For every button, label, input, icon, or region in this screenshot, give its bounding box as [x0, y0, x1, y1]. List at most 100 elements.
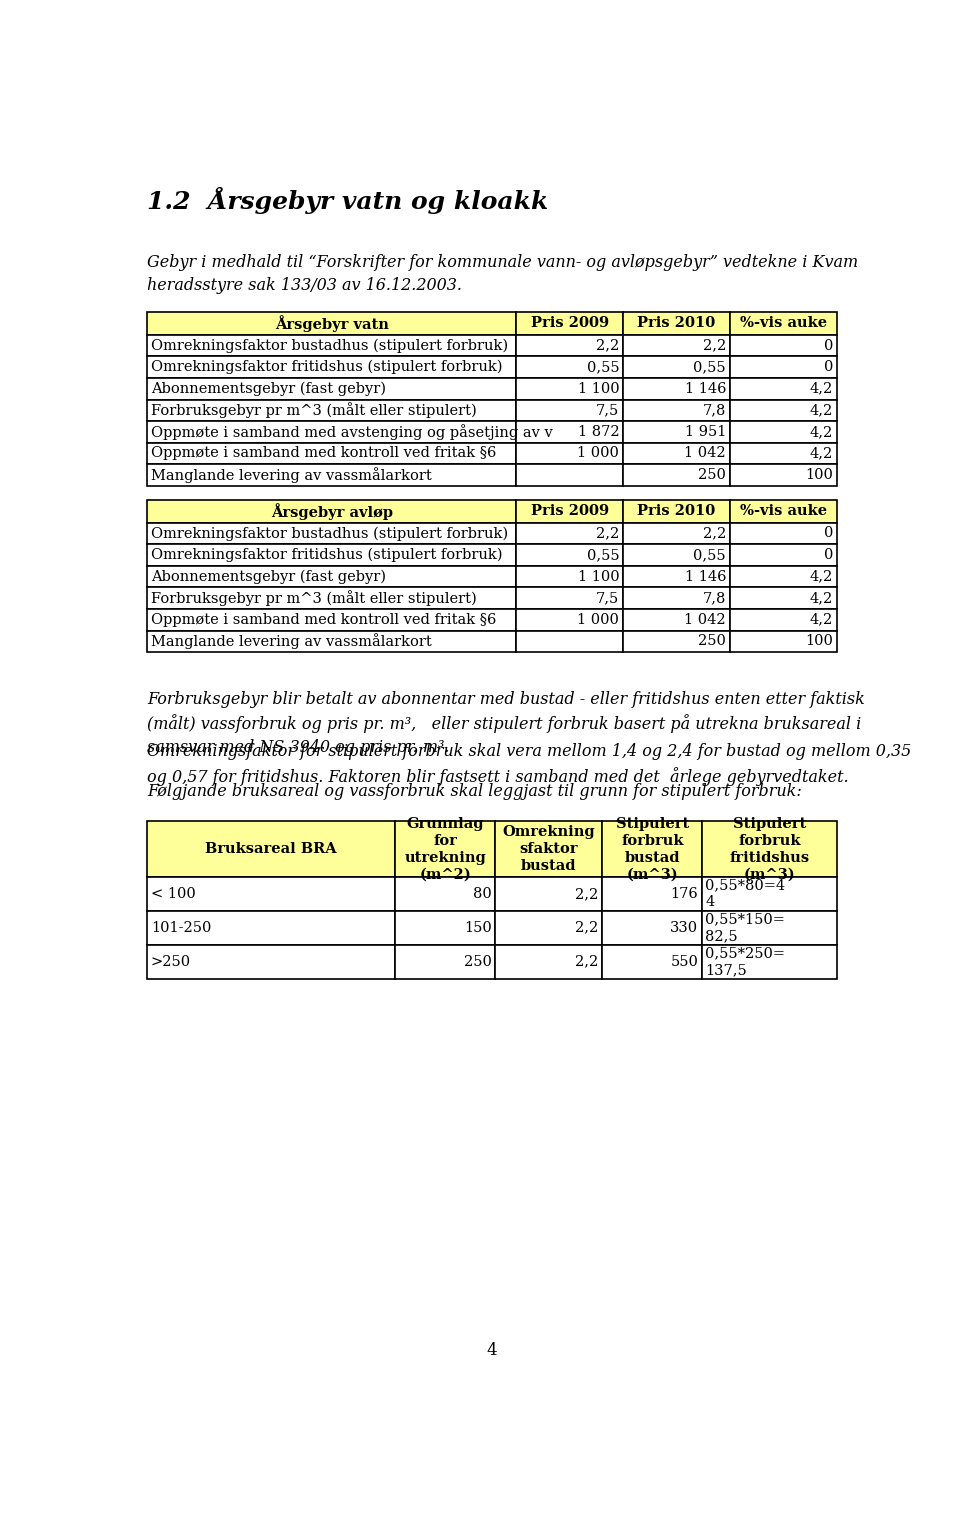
- Text: 4,2: 4,2: [809, 425, 833, 439]
- Text: Pris 2010: Pris 2010: [637, 317, 715, 331]
- Bar: [730, 443, 837, 465]
- Bar: [516, 500, 623, 523]
- Bar: [516, 443, 623, 465]
- Text: Omrekning
sfaktor
bustad: Omrekning sfaktor bustad: [503, 825, 595, 873]
- Bar: [495, 822, 602, 877]
- Text: Forbruksgebyr blir betalt av abonnentar med bustad - eller fritidshus enten ette: Forbruksgebyr blir betalt av abonnentar …: [147, 691, 865, 756]
- Bar: [516, 336, 623, 357]
- Text: Grunnlag
for
utrekning
(m^2): Grunnlag for utrekning (m^2): [404, 817, 487, 882]
- Text: 1 000: 1 000: [577, 446, 619, 460]
- Bar: [495, 877, 602, 911]
- Text: 0: 0: [824, 548, 833, 562]
- Text: 1 146: 1 146: [684, 382, 726, 396]
- Bar: [396, 822, 495, 877]
- Text: 4: 4: [487, 1342, 497, 1359]
- Text: 1 100: 1 100: [578, 382, 619, 396]
- Text: Oppmøte i samband med kontroll ved fritak §6: Oppmøte i samband med kontroll ved frita…: [151, 446, 496, 460]
- Bar: [516, 588, 623, 609]
- Text: Oppmøte i samband med kontroll ved fritak §6: Oppmøte i samband med kontroll ved frita…: [151, 613, 496, 626]
- Bar: [623, 588, 730, 609]
- Bar: [516, 631, 623, 653]
- Bar: [730, 422, 837, 443]
- Text: 7,8: 7,8: [703, 403, 726, 417]
- Text: 0,55*80=4
4: 0,55*80=4 4: [706, 879, 785, 910]
- Bar: [730, 588, 837, 609]
- Bar: [147, 312, 516, 336]
- Bar: [623, 312, 730, 336]
- Text: 4,2: 4,2: [809, 382, 833, 396]
- Text: %-vis auke: %-vis auke: [740, 505, 827, 519]
- Bar: [516, 357, 623, 379]
- Text: Forbruksgebyr pr m^3 (målt eller stipulert): Forbruksgebyr pr m^3 (målt eller stipule…: [151, 402, 477, 419]
- Bar: [147, 422, 516, 443]
- Bar: [516, 379, 623, 400]
- Text: Omrekningsfaktor fritidshus (stipulert forbruk): Omrekningsfaktor fritidshus (stipulert f…: [151, 548, 502, 562]
- Bar: [516, 465, 623, 486]
- Text: Følgjande bruksareal og vassforbruk skal leggjast til grunn for stipulert forbru: Følgjande bruksareal og vassforbruk skal…: [147, 783, 802, 800]
- Bar: [516, 545, 623, 566]
- Text: 4,2: 4,2: [809, 569, 833, 583]
- Bar: [623, 357, 730, 379]
- Bar: [730, 523, 837, 545]
- Text: Pris 2009: Pris 2009: [531, 317, 609, 331]
- Bar: [623, 500, 730, 523]
- Bar: [703, 911, 837, 945]
- Bar: [623, 422, 730, 443]
- Bar: [623, 379, 730, 400]
- Bar: [602, 945, 703, 979]
- Text: Omrekningsfaktor bustadhus (stipulert forbruk): Omrekningsfaktor bustadhus (stipulert fo…: [151, 339, 508, 352]
- Bar: [730, 400, 837, 422]
- Text: 1 042: 1 042: [684, 446, 726, 460]
- Bar: [602, 822, 703, 877]
- Text: 1 000: 1 000: [577, 613, 619, 626]
- Text: 1 100: 1 100: [578, 569, 619, 583]
- Text: 1 042: 1 042: [684, 613, 726, 626]
- Bar: [703, 877, 837, 911]
- Bar: [623, 443, 730, 465]
- Text: 0,55*250=
137,5: 0,55*250= 137,5: [706, 946, 785, 977]
- Bar: [730, 631, 837, 653]
- Bar: [516, 312, 623, 336]
- Bar: [147, 631, 516, 653]
- Text: Oppmøte i samband med avstenging og påsetjing av v: Oppmøte i samband med avstenging og påse…: [151, 423, 553, 440]
- Bar: [623, 336, 730, 357]
- Bar: [730, 312, 837, 336]
- Text: 176: 176: [671, 886, 699, 900]
- Text: 2,2: 2,2: [575, 886, 598, 900]
- Text: Årsgebyr vatn: Årsgebyr vatn: [275, 315, 389, 332]
- Text: < 100: < 100: [151, 886, 196, 900]
- Text: 2,2: 2,2: [575, 954, 598, 968]
- Bar: [602, 911, 703, 945]
- Bar: [623, 400, 730, 422]
- Text: 330: 330: [670, 920, 699, 934]
- Bar: [147, 400, 516, 422]
- Text: %-vis auke: %-vis auke: [740, 317, 827, 331]
- Text: 1 872: 1 872: [578, 425, 619, 439]
- Text: 1 146: 1 146: [684, 569, 726, 583]
- Bar: [147, 500, 516, 523]
- Bar: [396, 911, 495, 945]
- Text: 2,2: 2,2: [596, 526, 619, 540]
- Bar: [623, 566, 730, 588]
- Bar: [623, 545, 730, 566]
- Bar: [730, 500, 837, 523]
- Text: Pris 2009: Pris 2009: [531, 505, 609, 519]
- Text: 101-250: 101-250: [151, 920, 211, 934]
- Text: 4,2: 4,2: [809, 613, 833, 626]
- Bar: [730, 609, 837, 631]
- Text: 0,55: 0,55: [693, 548, 726, 562]
- Text: Forbruksgebyr pr m^3 (målt eller stipulert): Forbruksgebyr pr m^3 (målt eller stipule…: [151, 591, 477, 606]
- Text: 4,2: 4,2: [809, 591, 833, 605]
- Text: 4,2: 4,2: [809, 403, 833, 417]
- Text: 7,5: 7,5: [596, 403, 619, 417]
- Bar: [623, 631, 730, 653]
- Text: 0,55: 0,55: [693, 360, 726, 374]
- Text: 0: 0: [824, 339, 833, 352]
- Text: >250: >250: [151, 954, 191, 968]
- Text: 2,2: 2,2: [703, 526, 726, 540]
- Text: Abonnementsgebyr (fast gebyr): Abonnementsgebyr (fast gebyr): [151, 382, 386, 396]
- Text: 2,2: 2,2: [575, 920, 598, 934]
- Text: 250: 250: [464, 954, 492, 968]
- Bar: [730, 545, 837, 566]
- Bar: [602, 877, 703, 911]
